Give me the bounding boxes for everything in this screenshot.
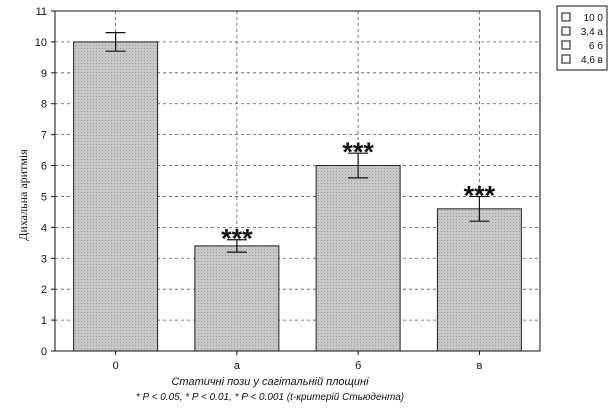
- error-bar-0: [105, 32, 126, 52]
- legend-entry: 3,4 a: [581, 27, 604, 38]
- x-tick-label: б: [355, 360, 361, 372]
- legend-swatch: [561, 12, 571, 22]
- y-tick-label: 3: [41, 253, 47, 265]
- bar-в: [436, 208, 522, 352]
- axes: [51, 10, 541, 355]
- legend-swatch: [561, 40, 571, 50]
- legend: 10 0 3,4 a 6 б 4,6 в: [556, 5, 608, 71]
- legend-entry: 10 0: [584, 13, 604, 24]
- legend-swatch: [561, 26, 571, 36]
- x-tick-label: 0: [113, 360, 119, 372]
- y-tick-label: 11: [36, 6, 47, 18]
- significance-stars-б: ***: [342, 137, 374, 167]
- bars: [73, 32, 522, 352]
- error-bar-б: [348, 152, 369, 179]
- error-bar-в: [469, 195, 490, 222]
- y-tick-label: 0: [41, 346, 47, 358]
- x-tick-label: в: [476, 360, 482, 372]
- significance-stars-a: ***: [221, 224, 253, 254]
- significance-stars-в: ***: [464, 180, 496, 210]
- plot-frame: [54, 10, 541, 352]
- bar-б: [315, 165, 401, 352]
- y-axis-label: Дихальна аритмія: [16, 149, 30, 241]
- bar-0: [73, 41, 159, 352]
- error-bar-a: [226, 239, 247, 253]
- x-axis-label: Статичні пози у сагітальній площині: [171, 376, 369, 388]
- y-tick-label: 10: [35, 37, 47, 49]
- y-tick-label: 7: [41, 130, 47, 142]
- legend-swatch: [561, 54, 571, 64]
- legend-entry: 4,6 в: [581, 55, 603, 66]
- y-tick-label: 6: [41, 161, 47, 173]
- x-tick-label: a: [234, 360, 241, 372]
- bar-a: [194, 245, 280, 352]
- y-tick-label: 1: [41, 315, 47, 327]
- legend-entry: 6 б: [589, 40, 603, 52]
- significance-footnote: * P < 0.05, * P < 0.01, * P < 0.001 (t-к…: [135, 392, 405, 403]
- y-tick-label: 2: [41, 284, 47, 296]
- y-tick-label: 5: [41, 191, 47, 203]
- tick-labels: 0 1 2 3 4 5 6 7 8 9 10 11 0 *** a *** б *** в: [35, 6, 496, 372]
- y-tick-label: 9: [41, 68, 47, 80]
- y-tick-label: 8: [41, 99, 47, 111]
- y-tick-label: 4: [41, 222, 47, 234]
